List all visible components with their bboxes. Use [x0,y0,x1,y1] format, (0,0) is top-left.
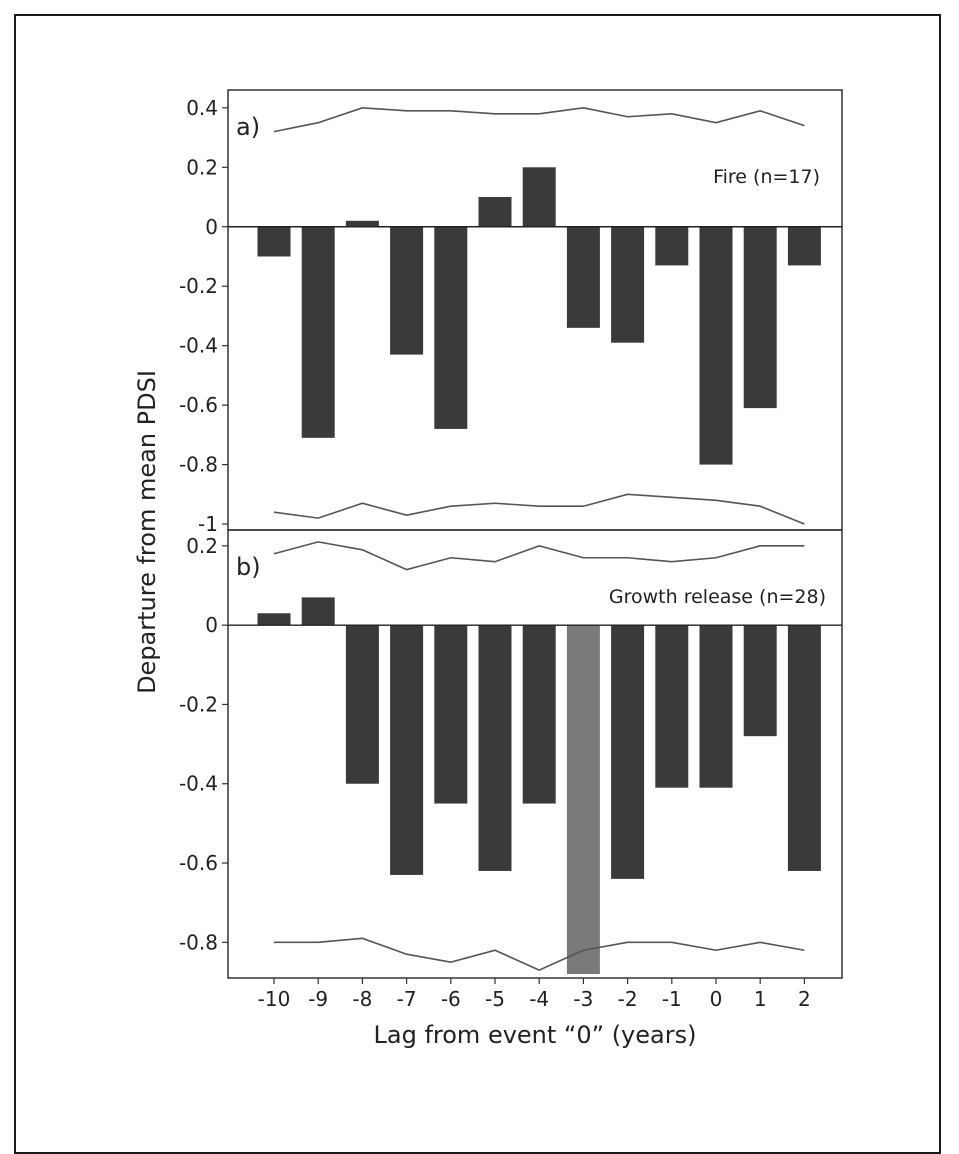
y-axis-label: Departure from mean PDSI [133,370,161,694]
panel-a-bar--2 [611,226,645,343]
panel-a-upper-confidence-line [273,107,805,133]
panel-b-lower-confidence-line [274,937,805,971]
panel-b-bar--7 [390,625,424,875]
panel-a-bar--1 [655,226,689,266]
panel-a-bar-1 [743,226,777,409]
x-tick-label: -2 [618,987,638,1011]
panel-a-bar--6 [434,226,468,429]
x-axis-ticks: -10 -9 -8 -7 -6 -5 -4 -3 -2 -1 0 1 2 [258,978,811,1011]
panel-b-ytick-label: 0.2 [186,534,218,558]
panel-b-bar-1 [743,625,777,737]
panel-a-bar-2 [787,226,821,266]
panel-b-bar-2 [787,625,821,871]
panel-b: 0.2 0 -0.2 -0.4 -0.6 -0.8 [179,534,842,975]
panel-a-bar--7 [390,226,424,355]
panel-b-bar--1 [655,625,689,788]
x-tick-label: -4 [529,987,549,1011]
x-tick-label: -8 [352,987,372,1011]
panel-a-bar--9 [301,226,335,438]
x-tick-label: 2 [798,987,811,1011]
panel-b-bar-0 [699,625,733,788]
x-tick-label: -3 [573,987,593,1011]
panel-a-ytick-label: -0.6 [179,393,218,417]
panel-b-frame [227,529,843,979]
panel-a-bar--4 [522,167,556,227]
panel-a-bar--3 [566,226,600,328]
panel-a-bar-0 [699,226,733,465]
panel-a-ytick-label: 0 [205,215,218,239]
panel-a-bar--8 [345,220,379,227]
panel-a-label: a) [236,113,260,141]
panel-b-upper-confidence-line [273,541,805,571]
panel-a-ytick-label: -1 [198,512,218,536]
panel-b-bar--8 [345,625,379,784]
panel-b-ytick-label: 0 [205,613,218,637]
x-tick-label: -9 [308,987,328,1011]
panel-b-bar--3 [566,625,600,975]
x-tick-label: -6 [441,987,461,1011]
x-tick-label: -7 [397,987,417,1011]
panel-b-label: b) [236,553,261,581]
panel-a-series-label: Fire (n=17) [713,166,820,188]
panel-a-ytick-label: 0.4 [186,96,218,120]
panel-b-bar--5 [478,625,512,871]
panel-a-bar--10 [257,226,291,257]
panel-a-ytick-label: -0.8 [179,453,218,477]
x-tick-label: 0 [710,987,723,1011]
panel-b-bar--10 [257,613,291,626]
panel-b-bar--2 [611,625,645,879]
panel-a-lower-confidence-line [273,493,805,525]
panel-b-bar--4 [522,625,556,804]
panel-b-series-label: Growth release (n=28) [609,586,826,608]
panel-b-ytick-label: -0.4 [179,772,218,796]
panel-a-ytick-label: -0.4 [179,334,218,358]
x-tick-label: -10 [258,987,291,1011]
panel-b-bar--6 [434,625,468,804]
x-tick-label: -5 [485,987,505,1011]
panel-a: 0.4 0.2 0 -0.2 -0.4 -0.6 -0.8 -1 [179,96,842,536]
x-tick-label: 1 [754,987,767,1011]
panel-a-bar--5 [478,197,512,227]
panel-a-ytick-label: -0.2 [179,274,218,298]
panel-b-ytick-label: -0.6 [179,851,218,875]
panel-b-ytick-label: -0.2 [179,692,218,716]
panel-a-ytick-label: 0.2 [186,155,218,179]
x-axis-label: Lag from event “0” (years) [374,1021,697,1049]
x-tick-label: -1 [662,987,682,1011]
panel-b-bar--9 [301,597,335,626]
panel-b-ytick-label: -0.8 [179,930,218,954]
